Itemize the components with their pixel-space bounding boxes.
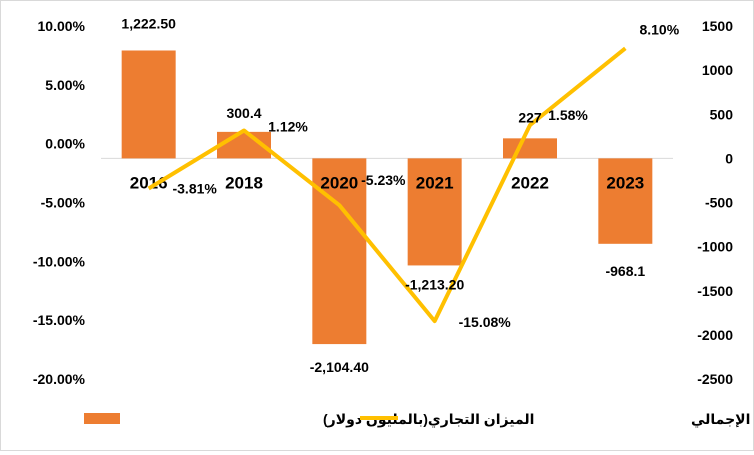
left-axis-tick-label: -10.00% <box>33 253 86 269</box>
right-axis-tick-label: 1000 <box>702 62 733 78</box>
legend-bar-swatch <box>84 413 120 424</box>
category-label: 2022 <box>511 173 549 192</box>
category-label: 2016 <box>130 173 168 192</box>
bar-2023 <box>598 158 653 244</box>
bar-data-label: 227 <box>518 109 542 125</box>
bar-data-label: -1,213.20 <box>405 276 464 292</box>
category-label: 2023 <box>606 173 644 192</box>
left-axis-tick-label: -15.00% <box>33 312 86 328</box>
line-data-label: 1.58% <box>548 107 588 123</box>
left-axis-tick-label: 5.00% <box>45 77 85 93</box>
bar-2021 <box>407 158 462 266</box>
right-axis-tick-label: -500 <box>705 195 733 211</box>
bar-data-label: -2,104.40 <box>310 359 369 375</box>
bar-data-label: -968.1 <box>605 263 645 279</box>
category-label: 2020 <box>320 173 358 192</box>
legend-bar-label: الميزان التجاري(بالمليون دولار) <box>323 411 534 429</box>
left-axis-tick-label: 10.00% <box>38 18 86 34</box>
right-axis-tick-label: -1000 <box>697 239 733 255</box>
right-axis-tick-label: 500 <box>710 106 734 122</box>
category-label: 2018 <box>225 173 263 192</box>
right-axis-tick-label: 0 <box>725 150 733 166</box>
bar-2016 <box>121 50 176 159</box>
line-data-label: 1.12% <box>268 118 308 134</box>
right-axis-tick-label: -1500 <box>697 283 733 299</box>
bar-2022 <box>503 138 557 159</box>
right-axis-tick-label: -2000 <box>697 327 733 343</box>
bar-data-labels: 1,222.50 300.4 -2,104.40 -1,213.20 227 -968.1 <box>121 15 645 375</box>
line-series <box>147 46 627 324</box>
line-data-label: -5.23% <box>361 172 406 188</box>
category-labels: 2016 2018 2020 2021 2022 2023 <box>130 173 644 192</box>
line-data-label: 8.10% <box>639 21 679 37</box>
line-path <box>147 46 627 324</box>
right-axis-tick-label: 1500 <box>702 18 733 34</box>
left-axis-tick-label: -5.00% <box>41 195 86 211</box>
legend: الميزان التجاري(بالمليون دولار) الميزان … <box>84 411 754 429</box>
bar-data-label: 1,222.50 <box>121 15 176 31</box>
left-axis-tick-label: -20.00% <box>33 371 86 387</box>
bar-data-label: 300.4 <box>226 105 261 121</box>
legend-line-label: الميزان التجاري % من الناتج المحلي الإجم… <box>691 411 753 429</box>
left-axis-ticks: 10.00% 5.00% 0.00% -5.00% -10.00% -15.00% -20.… <box>33 18 86 387</box>
left-axis-tick-label: 0.00% <box>45 136 85 152</box>
line-data-labels: -3.81% 1.12% -5.23% -15.08% 1.58% 8.10% <box>172 21 679 330</box>
line-data-label: -15.08% <box>459 314 512 330</box>
line-data-label: -3.81% <box>172 180 217 196</box>
bar-series <box>121 50 653 345</box>
right-axis-tick-label: -2500 <box>697 371 733 387</box>
category-label: 2021 <box>416 173 454 192</box>
right-axis-ticks: 1500 1000 500 0 -500 -1000 -1500 -2000 -2500 <box>697 18 733 387</box>
